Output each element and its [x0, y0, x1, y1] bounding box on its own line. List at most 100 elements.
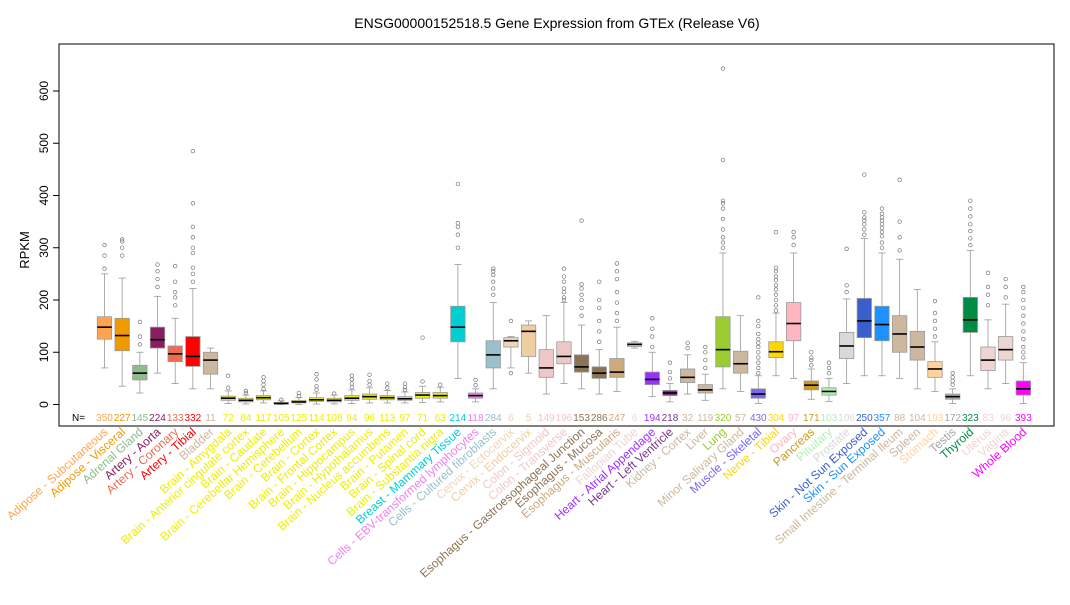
outlier-point	[190, 279, 196, 284]
sample-count-label: 6	[632, 413, 638, 424]
box-body	[644, 371, 660, 386]
chart-title: ENSG00000152518.5 Gene Expression from G…	[354, 15, 759, 31]
sample-count-label: 104	[909, 413, 926, 424]
box-body	[715, 316, 731, 368]
outlier-point	[862, 215, 867, 220]
outlier-point	[261, 375, 266, 380]
outlier-point	[561, 279, 567, 284]
sample-count-label: 149	[538, 413, 555, 424]
sample-count-label: 63	[435, 413, 447, 424]
outlier-point	[756, 365, 761, 371]
outlier-point	[756, 344, 761, 350]
outlier-point	[1021, 321, 1026, 326]
box-26	[556, 266, 572, 385]
box-32	[662, 360, 678, 403]
box-4	[167, 263, 183, 385]
box-0	[96, 242, 113, 369]
sample-count-label: 72	[223, 413, 235, 424]
outlier-point	[862, 218, 867, 223]
outlier-point	[650, 334, 655, 339]
outlier-point	[720, 66, 726, 71]
outlier-point	[597, 279, 602, 284]
sample-count-label: 224	[149, 413, 166, 424]
box-body	[680, 368, 696, 383]
sample-count-label: 196	[556, 413, 573, 424]
box-47	[927, 298, 943, 392]
outlier-point	[667, 369, 673, 375]
sample-count-label: 430	[750, 413, 767, 424]
sample-count-prefix: N=	[72, 413, 85, 424]
outlier-point	[614, 269, 620, 274]
box-9	[255, 375, 272, 404]
box-43	[856, 172, 872, 377]
outlier-point	[879, 218, 885, 223]
outlier-point	[809, 357, 814, 363]
box-23	[503, 318, 519, 376]
outlier-point	[296, 393, 302, 399]
outlier-point	[597, 305, 602, 310]
box-12	[308, 372, 325, 405]
outlier-point	[756, 331, 761, 337]
box-37	[750, 295, 766, 404]
outlier-point	[720, 245, 726, 250]
outlier-point	[579, 313, 584, 318]
outlier-point	[879, 245, 885, 250]
sample-count-label: 172	[944, 413, 961, 424]
outlier-point	[579, 282, 584, 287]
outlier-point	[155, 284, 160, 290]
box-body	[538, 349, 554, 378]
outlier-point	[773, 269, 779, 274]
box-38	[768, 229, 784, 377]
outlier-point	[791, 235, 796, 240]
outlier-point	[844, 290, 849, 295]
box-body	[786, 302, 802, 342]
outlier-point	[1021, 329, 1026, 334]
box-46	[909, 289, 925, 390]
box-10	[273, 397, 289, 405]
outlier-point	[1003, 284, 1008, 290]
sample-count-label: 97	[788, 413, 800, 424]
outlier-point	[385, 381, 390, 386]
outlier-point	[402, 381, 408, 386]
sample-count-label: 11	[205, 413, 216, 424]
outlier-point	[614, 310, 620, 316]
outlier-point	[173, 263, 178, 269]
outlier-point	[773, 229, 779, 235]
outlier-point	[314, 387, 319, 393]
y-tick-label: 300	[37, 237, 51, 257]
outlier-point	[862, 232, 867, 237]
box-16	[379, 381, 395, 404]
outlier-point	[968, 214, 973, 219]
sample-count-label: 286	[591, 413, 608, 424]
outlier-point	[508, 318, 514, 324]
outlier-point	[1021, 284, 1026, 290]
outlier-point	[597, 329, 602, 334]
outlier-point	[120, 253, 125, 258]
outlier-point	[1003, 276, 1008, 282]
outlier-point	[491, 286, 496, 291]
outlier-point	[190, 245, 196, 250]
outlier-point	[1021, 290, 1026, 295]
sample-count-label: 6	[508, 413, 514, 424]
outlier-point	[102, 266, 107, 271]
sample-count-label: 119	[697, 413, 713, 424]
outlier-point	[773, 308, 779, 313]
box-body	[874, 305, 890, 342]
outlier-point	[968, 236, 973, 241]
outlier-point	[950, 378, 955, 384]
outlier-point	[667, 360, 673, 365]
sample-count-label: 88	[894, 413, 906, 424]
outlier-point	[561, 274, 567, 279]
sample-count-label: 118	[468, 413, 484, 424]
outlier-point	[985, 270, 991, 275]
sample-count-label: 218	[662, 413, 679, 424]
box-8	[238, 388, 254, 405]
sample-count-label: 97	[399, 413, 411, 424]
outlier-point	[226, 373, 231, 378]
outlier-point	[773, 297, 779, 303]
outlier-point	[455, 181, 461, 187]
box-42	[839, 246, 855, 385]
outlier-point	[968, 198, 973, 203]
outlier-point	[491, 292, 496, 297]
